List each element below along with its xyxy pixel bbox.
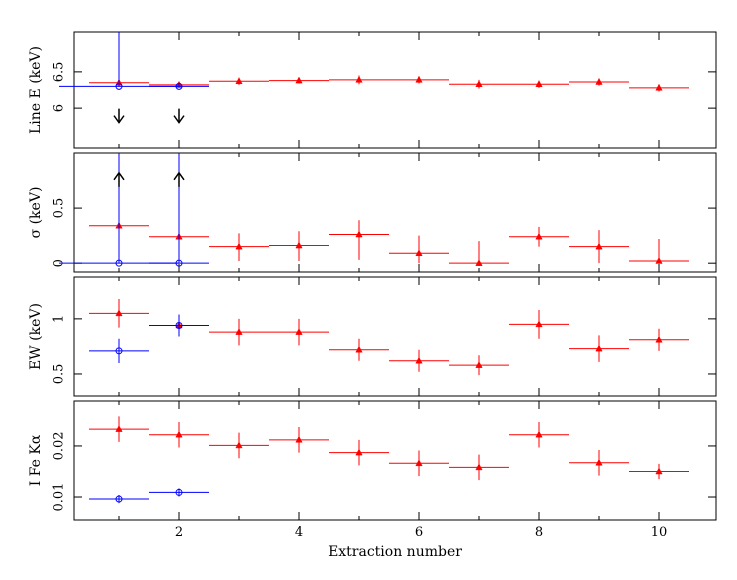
panel-4: 0.01 0.02 I Fe Kα — [28, 400, 717, 521]
x-axis-label: Extraction number — [328, 544, 462, 560]
panel-2: 00.5σ (keV) — [28, 152, 717, 273]
lower-limit-arrow-head — [113, 171, 125, 181]
data-point-triangle — [355, 230, 363, 238]
panel-frame — [73, 31, 717, 149]
data-point-triangle — [595, 458, 603, 466]
data-point-triangle — [535, 80, 543, 87]
data-point-triangle — [475, 80, 483, 87]
data-point-triangle — [595, 77, 603, 85]
y-tick-label: 0.02 — [52, 431, 67, 460]
data-point-triangle — [115, 309, 123, 317]
data-point-triangle — [355, 448, 363, 456]
upper-limit-arrow-head — [113, 115, 125, 124]
data-point-triangle — [115, 425, 123, 432]
y-axis-label: Line E (keV) — [28, 46, 44, 134]
x-tick-label: 8 — [535, 525, 543, 540]
data-point-triangle — [295, 435, 303, 443]
data-point-triangle — [355, 75, 363, 83]
data-point-circle — [115, 259, 123, 267]
panel-frame — [73, 400, 717, 521]
data-point-triangle — [535, 232, 543, 240]
data-point-triangle — [475, 463, 483, 471]
data-point-circle — [175, 82, 183, 90]
data-point-circle — [175, 259, 183, 267]
data-point-triangle — [415, 75, 423, 83]
data-point-triangle — [415, 249, 423, 257]
panel-frame — [73, 152, 717, 273]
upper-limit-arrow-head — [173, 115, 185, 124]
data-point-triangle — [235, 242, 243, 250]
data-point-triangle — [295, 76, 303, 84]
x-tick-label: 2 — [175, 525, 183, 540]
data-point-triangle — [535, 430, 543, 438]
data-point-triangle — [655, 467, 663, 475]
data-point-triangle — [175, 430, 183, 438]
data-point-triangle — [535, 320, 543, 328]
data-point-triangle — [355, 345, 363, 353]
panel-3: 0.5 1 EW (keV) — [28, 276, 717, 397]
x-tick-label: 4 — [295, 525, 303, 540]
y-tick-label: 6 — [52, 104, 67, 112]
y-tick-label: 0.5 — [52, 364, 67, 385]
x-tick-label: 6 — [415, 525, 423, 540]
x-tick-label: 10 — [651, 525, 668, 540]
data-point-triangle — [295, 328, 303, 335]
y-axis-label: EW (keV) — [28, 303, 44, 370]
data-point-triangle — [415, 459, 423, 467]
data-point-triangle — [415, 356, 423, 364]
data-point-triangle — [655, 83, 663, 91]
data-point-triangle — [475, 259, 483, 266]
data-point-triangle — [655, 335, 663, 343]
data-point-triangle — [595, 242, 603, 250]
y-tick-label: 6.5 — [52, 62, 67, 83]
panel-1: 6 6.5 Line E (keV) — [28, 31, 717, 149]
data-point-triangle — [235, 328, 243, 335]
y-axis-label: I Fe Kα — [28, 434, 44, 486]
panel-frame — [73, 276, 717, 397]
y-tick-label: 0.5 — [52, 198, 67, 219]
data-point-triangle — [655, 256, 663, 264]
data-point-circle — [115, 347, 123, 355]
y-axis-label: σ (keV) — [28, 187, 44, 239]
data-point-circle — [175, 321, 183, 329]
data-point-triangle — [595, 344, 603, 352]
data-point-circle — [115, 82, 123, 90]
data-point-circle — [115, 495, 123, 503]
data-point-triangle — [295, 241, 303, 249]
y-tick-label: 1 — [52, 315, 67, 323]
data-point-circle — [175, 488, 183, 496]
data-point-triangle — [235, 77, 243, 85]
data-point-triangle — [235, 441, 243, 449]
lower-limit-arrow-head — [173, 171, 185, 181]
data-point-triangle — [475, 361, 483, 368]
y-tick-label: 0.01 — [52, 483, 67, 512]
